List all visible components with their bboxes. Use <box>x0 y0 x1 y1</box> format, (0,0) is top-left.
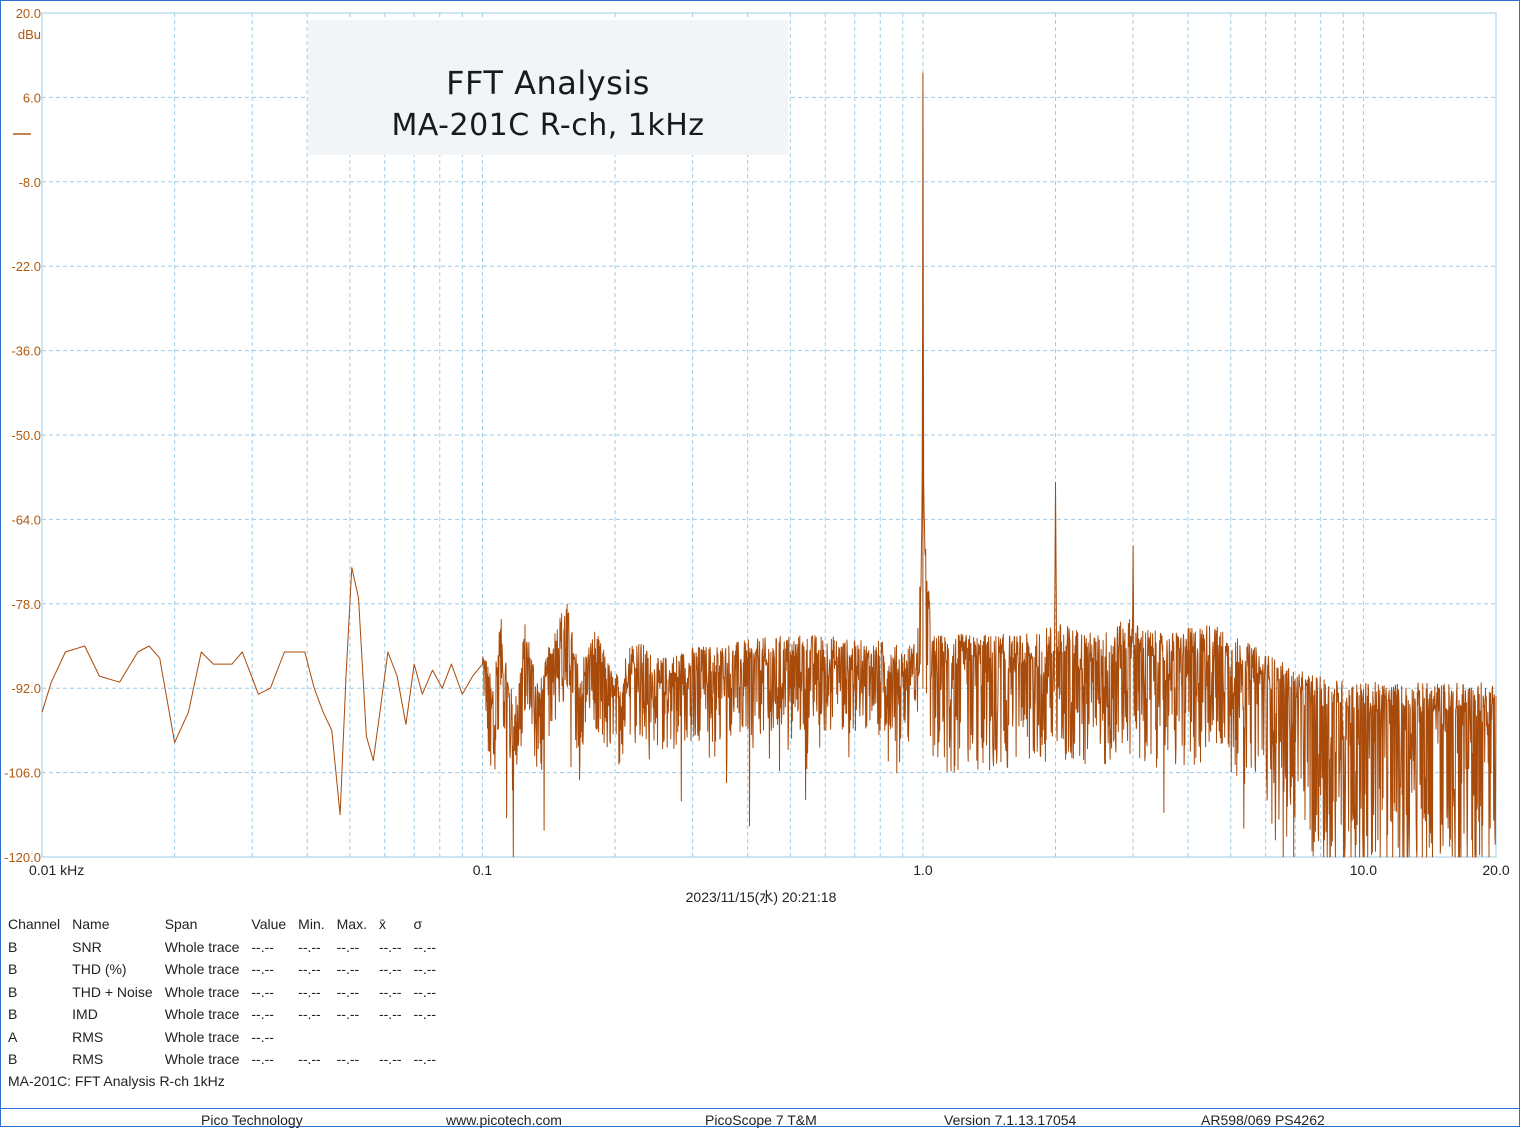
measurement-cell: --.-- <box>336 1006 360 1023</box>
measurement-cell <box>414 1026 449 1049</box>
y-tick-label: -78.0 <box>11 597 41 612</box>
measurements-header-cell: Channel <box>8 916 61 933</box>
measurement-cell: B <box>8 1051 18 1068</box>
measurements-header-cell: x̄ <box>378 916 386 933</box>
footer-bar: Pico Technology www.picotech.com PicoSco… <box>0 1108 1520 1128</box>
measurement-cell: --.-- <box>251 1028 274 1045</box>
x-tick-label: 10.0 <box>1350 862 1377 878</box>
measurement-cell: Whole trace <box>164 938 240 955</box>
chart-title-box: FFT Analysis MA-201C R-ch, 1kHz <box>308 20 788 155</box>
measurement-cell: --.-- <box>251 938 274 955</box>
measurement-cell: Whole trace <box>164 961 240 978</box>
plot-area-border <box>41 12 1497 858</box>
y-tick-label: -92.0 <box>11 681 41 696</box>
measurement-cell: RMS <box>72 1051 104 1068</box>
y-tick-label: -22.0 <box>11 259 41 274</box>
chart-subtitle: MA-201C R-ch, 1kHz <box>391 108 705 143</box>
measurement-cell <box>298 1026 336 1049</box>
measurements-table: Channel Name Span Value Min. Max. x̄ σ B SNR Whol… <box>8 913 448 1071</box>
measurements-header-cell: σ <box>413 916 423 933</box>
measurement-cell: --.-- <box>298 1006 321 1023</box>
y-tick-label: -50.0 <box>11 428 41 443</box>
measurement-cell: --.-- <box>298 1051 321 1068</box>
measurement-cell <box>337 1026 379 1049</box>
measurement-row: B RMS Whole trace --.-- --.-- --.-- --.-- --.-- <box>8 1048 448 1071</box>
measurement-cell: IMD <box>72 1006 98 1023</box>
measurement-cell: --.-- <box>378 961 402 978</box>
y-tick-label: -8.0 <box>19 175 41 190</box>
measurement-row: B IMD Whole trace --.-- --.-- --.-- --.-- --.-- <box>8 1003 448 1026</box>
measurement-cell: --.-- <box>251 1006 274 1023</box>
measurement-cell: Whole trace <box>164 1051 240 1068</box>
measurement-cell: --.-- <box>413 1006 437 1023</box>
measurement-row: B THD + Noise Whole trace --.-- --.-- --.-- --… <box>8 981 448 1004</box>
measurement-cell: --.-- <box>336 983 360 1000</box>
y-tick-label: -120.0 <box>4 850 41 865</box>
chart-title: FFT Analysis <box>446 64 650 102</box>
measurement-cell: --.-- <box>413 983 437 1000</box>
measurement-cell: --.-- <box>298 983 321 1000</box>
y-tick-label: 20.0 <box>16 6 41 21</box>
y-tick-label: -64.0 <box>11 512 41 527</box>
x-axis-ticks: 0.01 kHz 0.1 1.0 10.0 20.0 <box>29 862 1510 878</box>
measurement-row: B SNR Whole trace --.-- --.-- --.-- --.-- --.-- <box>8 936 448 959</box>
x-tick-label: 0.1 <box>473 862 493 878</box>
measurement-cell: --.-- <box>378 938 402 955</box>
x-tick-label: 0.01 kHz <box>29 862 84 878</box>
measurements-body: B SNR Whole trace --.-- --.-- --.-- --.-- --.--… <box>8 936 448 1071</box>
measurement-cell: B <box>8 1006 18 1023</box>
measurements-header-cell: Min. <box>298 916 325 933</box>
measurement-cell: THD + Noise <box>72 983 153 1000</box>
x-tick-label: 20.0 <box>1482 862 1509 878</box>
measurement-cell: --.-- <box>298 961 321 978</box>
trace-caption: MA-201C: FFT Analysis R-ch 1kHz <box>8 1073 225 1089</box>
measurement-cell: --.-- <box>413 1051 437 1068</box>
measurement-cell: THD (%) <box>72 961 127 978</box>
footer-device: AR598/069 PS4262 <box>1201 1112 1325 1128</box>
measurements-header-cell: Name <box>72 916 110 933</box>
measurement-cell: Whole trace <box>164 983 240 1000</box>
measurement-cell: --.-- <box>336 938 360 955</box>
measurement-cell: B <box>8 961 18 978</box>
y-axis-unit-label: dBu <box>18 27 41 42</box>
measurement-cell: --.-- <box>251 961 274 978</box>
measurement-cell: --.-- <box>378 983 402 1000</box>
measurement-cell: --.-- <box>336 961 360 978</box>
measurements-header-cell: Value <box>251 916 287 933</box>
measurement-cell: Whole trace <box>164 1006 240 1023</box>
measurement-cell: --.-- <box>413 938 437 955</box>
y-tick-label: -106.0 <box>4 766 41 781</box>
measurement-cell: --.-- <box>336 1051 360 1068</box>
measurements-header-row: Channel Name Span Value Min. Max. x̄ σ <box>8 913 448 936</box>
footer-version: Version 7.1.13.17054 <box>944 1112 1077 1128</box>
measurement-cell: --.-- <box>378 1051 402 1068</box>
footer-company: Pico Technology <box>201 1112 303 1128</box>
measurement-cell: B <box>8 938 18 955</box>
measurement-cell: --.-- <box>298 938 321 955</box>
measurement-cell <box>379 1026 414 1049</box>
measurement-cell: B <box>8 983 18 1000</box>
capture-timestamp: 2023/11/15(水) 20:21:18 <box>685 889 837 905</box>
y-tick-label: 6.0 <box>23 90 41 105</box>
footer-software: PicoScope 7 T&M <box>705 1112 817 1128</box>
measurement-cell: RMS <box>72 1028 104 1045</box>
measurement-row: B THD (%) Whole trace --.-- --.-- --.-- --.-- -… <box>8 958 448 981</box>
measurement-row: A RMS Whole trace --.-- <box>8 1026 448 1049</box>
footer-website[interactable]: www.picotech.com <box>446 1112 562 1128</box>
measurement-cell: --.-- <box>413 961 437 978</box>
measurement-cell: Whole trace <box>164 1028 240 1045</box>
measurement-cell: SNR <box>72 938 102 955</box>
measurement-cell: --.-- <box>251 1051 274 1068</box>
measurements-header-cell: Span <box>164 916 198 933</box>
fft-trace-channel-b <box>41 72 1497 858</box>
y-axis-ticks: 20.0 6.0 -8.0 -22.0 -36.0 -50.0 -64.0 -78.0 -92.… <box>4 6 41 865</box>
y-tick-label: -36.0 <box>11 344 41 359</box>
measurements-header-cell: Max. <box>336 916 367 933</box>
measurement-cell: --.-- <box>251 983 274 1000</box>
measurement-cell: A <box>8 1028 18 1045</box>
x-tick-label: 1.0 <box>913 862 933 878</box>
measurement-cell: --.-- <box>378 1006 402 1023</box>
